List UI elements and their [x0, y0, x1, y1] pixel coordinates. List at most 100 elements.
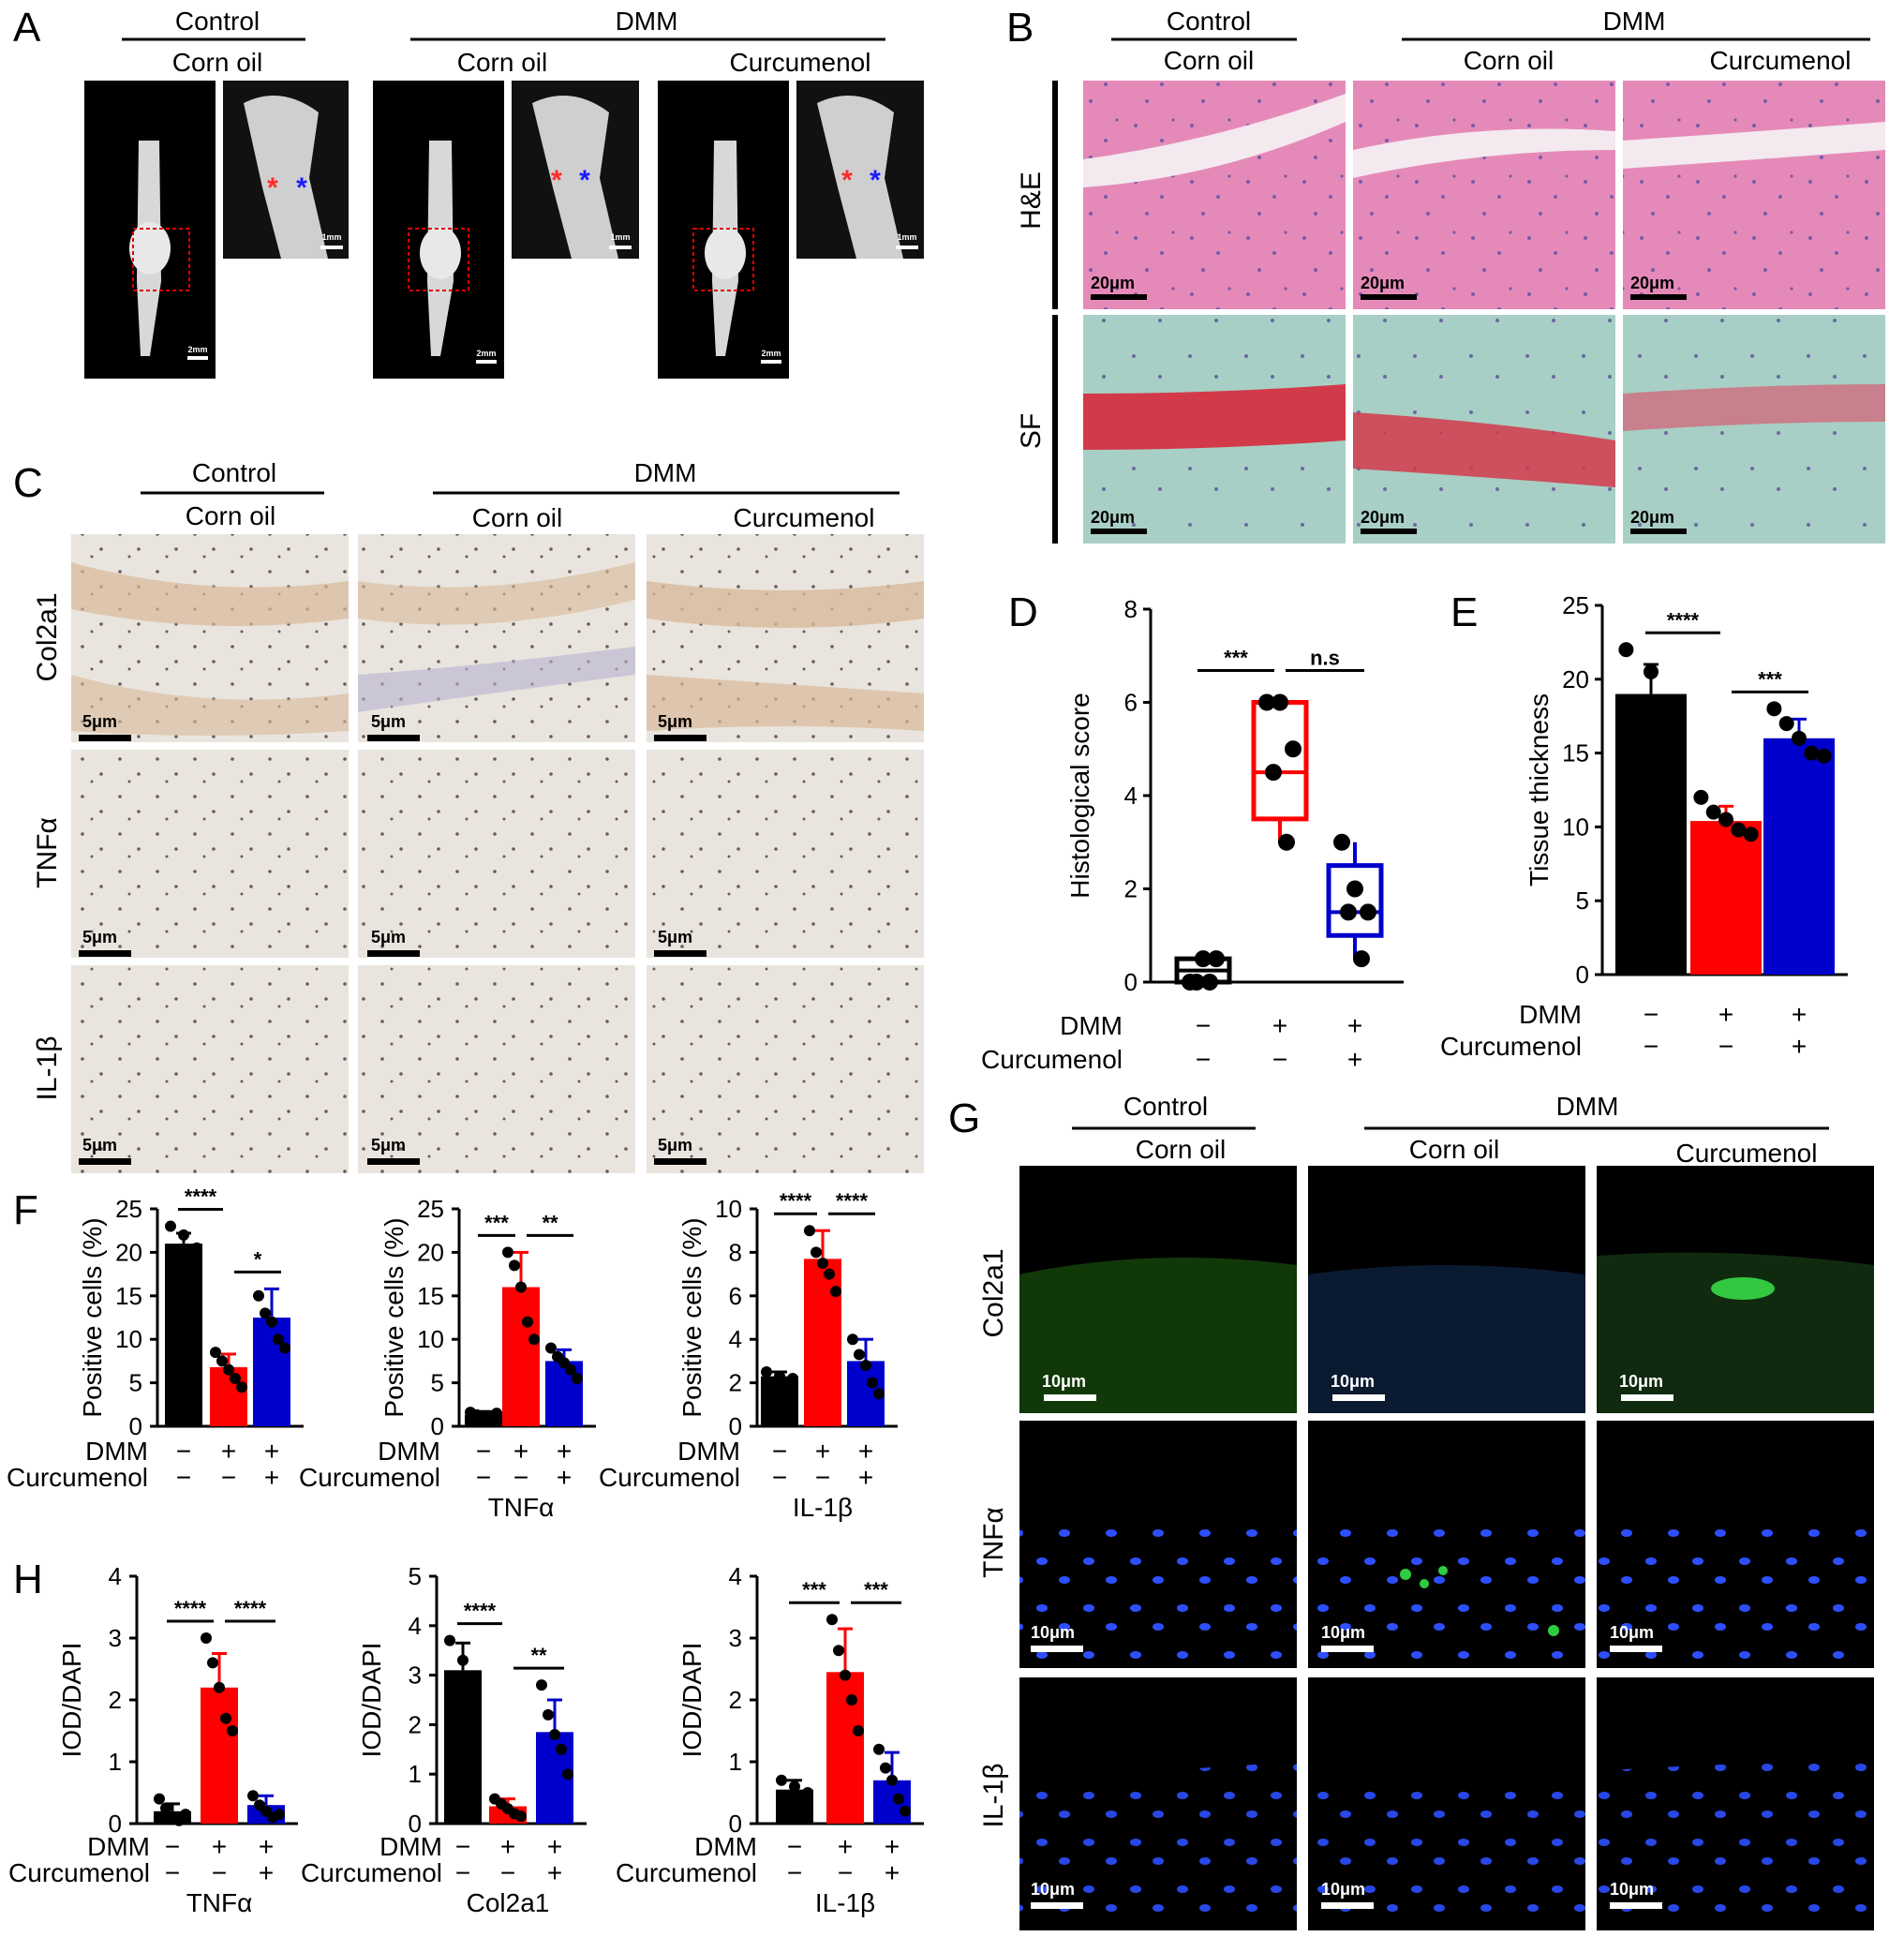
data-point [1693, 789, 1709, 805]
panel-label-d: D [1008, 589, 1038, 635]
row-label-curcumenol: Curcumenol [981, 1045, 1123, 1074]
condition-sign: − [500, 1858, 515, 1887]
bar [545, 1361, 583, 1426]
y-tick-label: 4 [729, 1325, 742, 1353]
subgroup-header: Curcumenol [1676, 1139, 1818, 1168]
group-header-control: Control [1123, 1092, 1208, 1121]
data-point [853, 1725, 864, 1736]
bar [502, 1287, 540, 1426]
data-point [1766, 701, 1782, 717]
xray-control: 2mm * * 1mm [84, 81, 349, 379]
significance-label: **** [174, 1597, 207, 1620]
scalebar-label: 5μm [658, 928, 692, 946]
condition-sign: − [212, 1858, 227, 1887]
data-point [804, 1225, 815, 1237]
subgroup-header: Corn oil [1409, 1135, 1499, 1164]
condition-sign: + [221, 1437, 236, 1466]
condition-sign: + [858, 1437, 873, 1466]
scalebar-label: 1mm [897, 232, 916, 242]
red-asterisk: * [551, 165, 562, 196]
data-point [216, 1355, 228, 1367]
chart-f3-il1b-positive: 0 2 4 6 8 10 Positive cells (%) **** **** DMMCurc… [599, 1189, 898, 1522]
scalebar-label: 10μm [1042, 1372, 1086, 1391]
data-point [491, 1408, 502, 1420]
data-point [846, 1694, 857, 1706]
data-point [236, 1381, 247, 1393]
group-header-dmm: DMM [616, 7, 678, 36]
group-header-dmm: DMM [1556, 1092, 1619, 1121]
data-point [214, 1681, 225, 1693]
y-tick-label: 15 [1562, 739, 1589, 767]
data-point [1618, 642, 1634, 658]
significance-label: **** [464, 1600, 497, 1623]
data-point [457, 1654, 469, 1666]
condition-sign: + [838, 1832, 853, 1861]
bar [826, 1672, 864, 1824]
y-axis-label: IOD/DAPI [677, 1643, 707, 1758]
scalebar-label: 20μm [1361, 274, 1405, 292]
scalebar-label: 10μm [1321, 1880, 1365, 1899]
data-point [840, 1669, 851, 1681]
row-label-col2a1: Col2a1 [978, 1248, 1009, 1337]
data-point [1644, 663, 1659, 679]
y-tick-label: 5 [129, 1369, 142, 1397]
data-point [1265, 764, 1282, 782]
data-point [536, 1679, 547, 1691]
condition-sign: − [787, 1858, 802, 1887]
bar [1690, 821, 1762, 975]
group-header-control: Control [1167, 7, 1251, 36]
data-point [826, 1614, 838, 1626]
scalebar-label: 20μm [1630, 508, 1674, 527]
data-point [528, 1334, 540, 1346]
data-point [1731, 822, 1747, 838]
y-tick-label: 4 [1124, 782, 1138, 810]
data-point [1346, 880, 1363, 898]
condition-sign: − [838, 1858, 853, 1887]
condition-sign: + [513, 1437, 528, 1466]
condition-sign: + [1272, 1011, 1287, 1040]
scalebar-label: 10μm [1619, 1372, 1663, 1391]
row-label-dmm: DMM [1519, 1000, 1582, 1029]
data-point [1718, 812, 1733, 827]
condition-sign: − [1718, 1032, 1733, 1061]
data-point [1668, 716, 1684, 732]
data-point [1340, 903, 1357, 921]
condition-sign: − [787, 1832, 802, 1861]
row-label-tnfa: TNFα [32, 817, 63, 888]
condition-sign: − [176, 1463, 191, 1492]
data-point [522, 1316, 533, 1328]
scalebar-label: 5μm [658, 712, 692, 731]
data-point [880, 1762, 891, 1774]
bar [1615, 693, 1687, 975]
data-point [502, 1246, 513, 1259]
significance-label: **** [836, 1189, 869, 1213]
data-point [220, 1712, 231, 1724]
data-point [900, 1805, 911, 1817]
y-tick-label: 2 [109, 1686, 122, 1714]
condition-sign: + [885, 1858, 900, 1887]
subgroup-header: Curcumenol [734, 503, 875, 532]
data-point [802, 1787, 813, 1798]
y-tick-label: 5 [409, 1562, 422, 1590]
subgroup-header: Curcumenol [730, 48, 871, 77]
row-label-curcumenol: Curcumenol [1440, 1032, 1582, 1061]
significance-label: **** [1667, 608, 1700, 632]
significance-label: n.s [1310, 647, 1340, 670]
significance-label: *** [1224, 647, 1248, 670]
data-point [266, 1316, 277, 1328]
data-point [165, 1220, 176, 1232]
data-point [867, 1377, 878, 1389]
data-point [545, 1342, 557, 1354]
condition-sign: + [1347, 1011, 1362, 1040]
data-point [273, 1334, 284, 1346]
y-axis-label: Tissue thickness [1525, 693, 1554, 887]
scalebar-label: 10μm [1031, 1880, 1075, 1899]
data-point [1258, 693, 1275, 711]
data-point [789, 1781, 800, 1793]
y-tick-label: 8 [729, 1238, 742, 1266]
y-axis-label: IOD/DAPI [57, 1643, 86, 1758]
condition-sign: − [772, 1437, 787, 1466]
data-point [253, 1289, 264, 1302]
